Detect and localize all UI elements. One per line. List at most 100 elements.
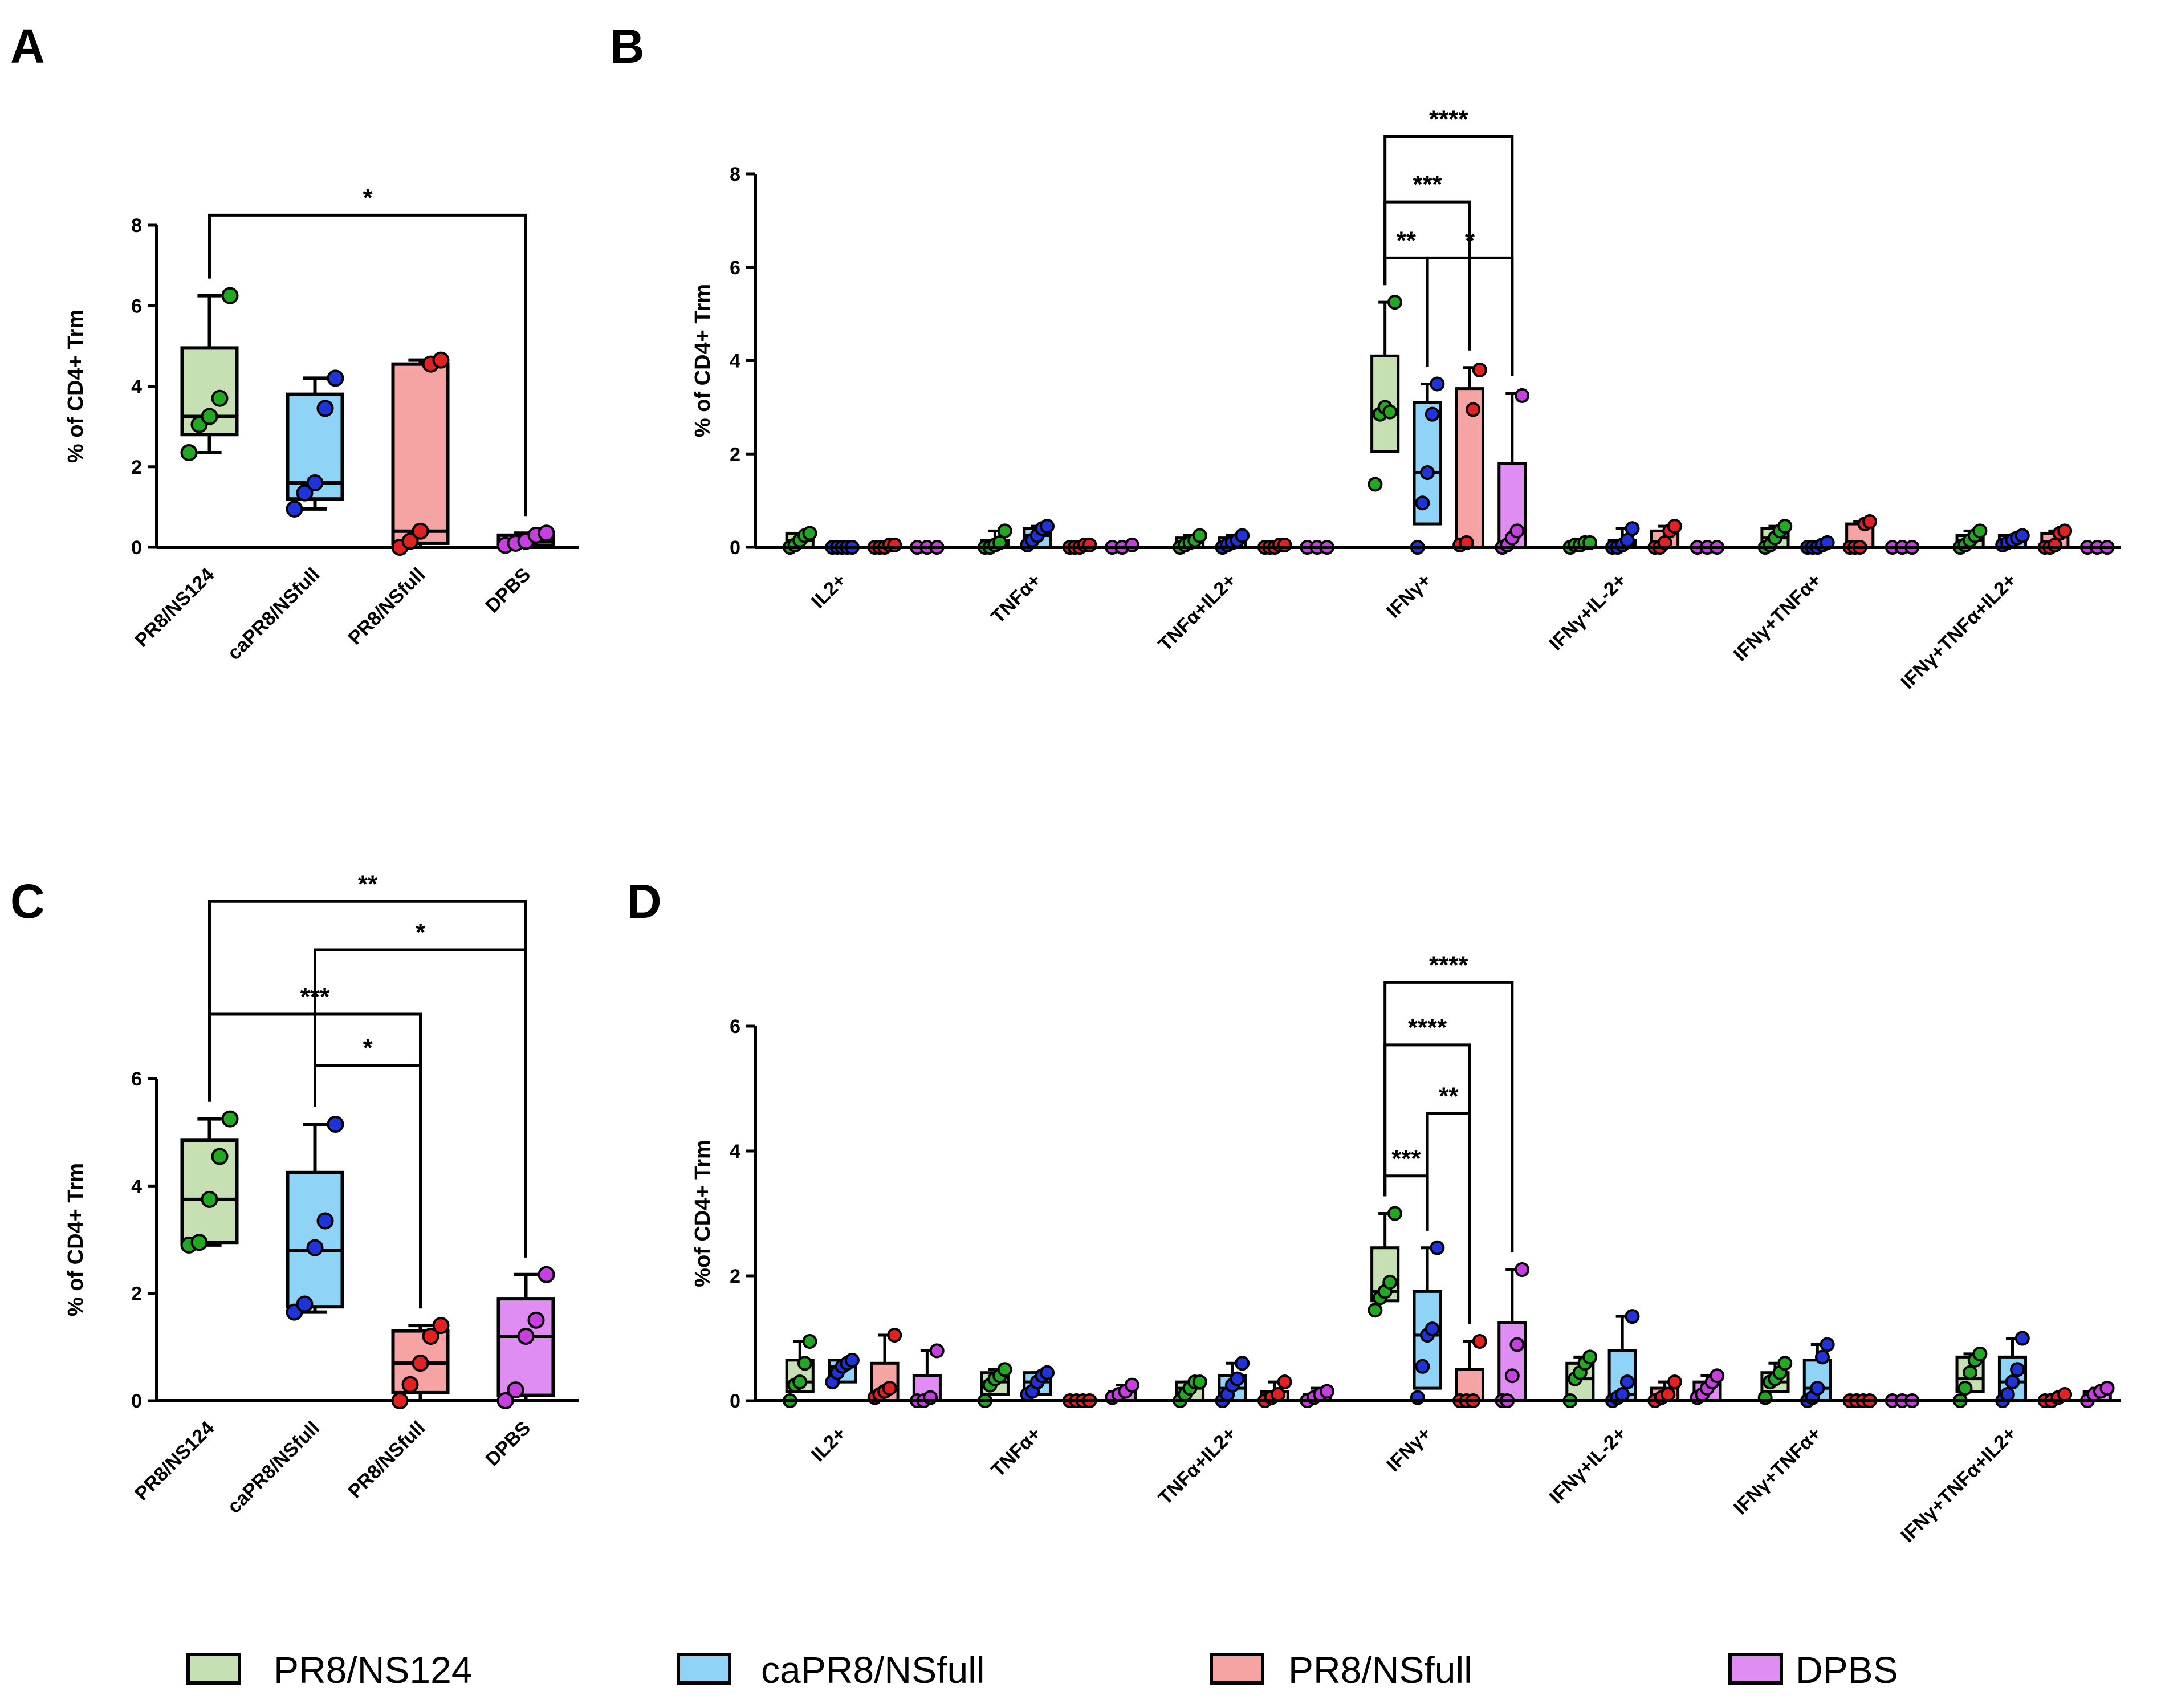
panel-b-y-tick-label: 2 [730,444,740,465]
panel-b-data-point [1415,495,1430,511]
panel-b-x-tick-label: TNFα+ [987,570,1045,628]
panel-b-significance-label: *** [1413,170,1442,198]
panel-c-significance-bracket [314,1063,422,1309]
panel-d-data-point [792,1374,808,1390]
panel-d-data-point [2099,1381,2115,1396]
panel-a-data-point [201,408,218,425]
legend-swatch-dpbs [1728,1653,1783,1685]
panel-d-data-point [882,1381,897,1396]
panel-b-data-point [1862,514,1878,529]
panel-d-data-point [929,1343,945,1359]
panel-d-data-point [797,1356,812,1371]
panel-a-x-tick-label: caPR8/NSfull [223,564,324,665]
panel-d-significance-bracket [1383,981,1514,1253]
panel-d-y-axis-label: %of CD4+ Trm [691,1140,715,1287]
panel-d-data-point [1235,1356,1250,1371]
panel-b-data-point [1430,376,1445,392]
panel-b-significance-bracket [1383,256,1429,367]
panel-d-x-tick-label: TNFα+ [987,1423,1045,1481]
panel-c-y-axis-label: % of CD4+ Trm [64,1163,88,1316]
panel-d-data-point [887,1328,902,1343]
panel-d-significance-label: **** [1408,1014,1447,1042]
panel-a-data-point [296,484,314,502]
panel-d-data-point [1972,1346,1988,1361]
panel-a-data-point [412,522,429,540]
panel-c-data-point [496,1392,514,1409]
panel-d-data-point [1814,1349,1830,1365]
panel-b-x-tick-label: IFNγ+ [1382,570,1435,623]
panel-b-data-point [997,523,1012,539]
panel-d-data-point [997,1362,1012,1377]
panel-a-data-point [286,500,303,518]
panel-a-data-point [401,532,419,550]
panel-b-data-point [1368,477,1383,492]
panel-c-data-point [296,1295,314,1313]
panel-b-data-point [1777,519,1793,534]
panel-a-data-point [538,524,555,542]
panel-b-data-point [1515,388,1530,403]
panel-d-data-point [1777,1356,1793,1371]
panel-c-data-point [527,1311,545,1329]
panel-c-data-point [538,1266,555,1283]
panel-b-y-tick-label: 0 [730,537,740,559]
panel-d-data-point [1515,1262,1530,1278]
panel-a-y-tick-label: 8 [131,215,142,237]
panel-d-data-point [1820,1337,1835,1352]
legend-label-pr8-nsfull: PR8/NSfull [1288,1649,1472,1691]
panel-b-significance-label: * [1465,226,1475,254]
panel-c-data-point [221,1110,239,1128]
panel-d-data-point [2057,1387,2073,1402]
panel-b-data-point [2014,528,2030,543]
panel-a-x-tick-label: DPBS [481,564,535,617]
panel-b-data-point [1509,523,1525,539]
panel-a-y-tick-label: 2 [131,457,142,478]
panel-b-y-tick-label: 4 [730,351,740,372]
panel-b-data-point [1192,528,1207,543]
panel-c-data-point [517,1328,535,1345]
panel-c-x-tick-label: DPBS [481,1417,535,1471]
panel-d-data-point [1472,1333,1487,1349]
panel-d-y-tick-label: 0 [730,1390,740,1412]
panel-d-x-tick-label: IFNγ+IL-2+ [1545,1423,1631,1508]
panel-d-data-point [1710,1368,1725,1384]
panel-a-chart: 0 2 4 6 8 % of CD4+ Trm PR8/NS124 caPR8/NSfull P… [64,184,579,664]
panel-c-data-point [507,1381,524,1399]
panel-d-data-point [1963,1365,1978,1380]
panel-b-x-tick-label: IFNγ+TNFα+IL2+ [1896,570,2020,693]
panel-b-y-tick-label: 8 [730,164,740,185]
panel-c-significance-label: * [416,918,426,946]
panel-d-significance-label: **** [1429,951,1468,979]
panel-d-data-point [1810,1381,1825,1396]
panel-c-box [496,1297,555,1397]
panel-c-data-point [401,1376,419,1393]
panel-d-x-tick-label: IL2+ [807,1423,850,1466]
panel-b-significance-bracket [1426,256,1514,376]
panel-d-significance-bracket [1383,1174,1429,1231]
panel-a-x-tick-label: PR8/NS124 [131,564,218,652]
panel-d-data-point [2005,1374,2020,1390]
panel-d-data-point [1124,1377,1139,1393]
panel-b-data-point [1382,404,1398,420]
panel-b-data-point [1425,406,1440,422]
panel-d-data-point [1387,1206,1402,1221]
panel-c-significance-label: * [363,1034,373,1062]
panel-b-data-point [1472,362,1487,377]
legend-swatch-capr8-nsfull [677,1653,731,1685]
panel-b-x-tick-label: IFNγ+TNFα+ [1729,570,1826,666]
legend-swatch-pr8-ns124 [186,1653,241,1685]
panel-d-significance-label: ** [1439,1082,1459,1110]
panel-a-y-tick-label: 0 [131,537,142,559]
panel-d-data-point [1277,1374,1292,1390]
panel-b-significance-label: **** [1429,105,1468,133]
panel-c-data-point [432,1317,450,1335]
panel-b-data-point [1124,537,1139,552]
panel-d-y-tick-label: 4 [730,1141,740,1162]
panel-c-significance-bracket [208,900,527,1258]
panel-d-data-point [1661,1387,1676,1402]
panel-c-data-point [306,1239,324,1256]
panel-b-data-point [1625,521,1640,536]
panel-b-data-point [1972,523,1988,539]
panel-c-significance-bracket [314,948,527,1258]
panel-d-x-tick-label: IFNγ+ [1382,1423,1435,1476]
panel-c-data-point [391,1392,409,1409]
